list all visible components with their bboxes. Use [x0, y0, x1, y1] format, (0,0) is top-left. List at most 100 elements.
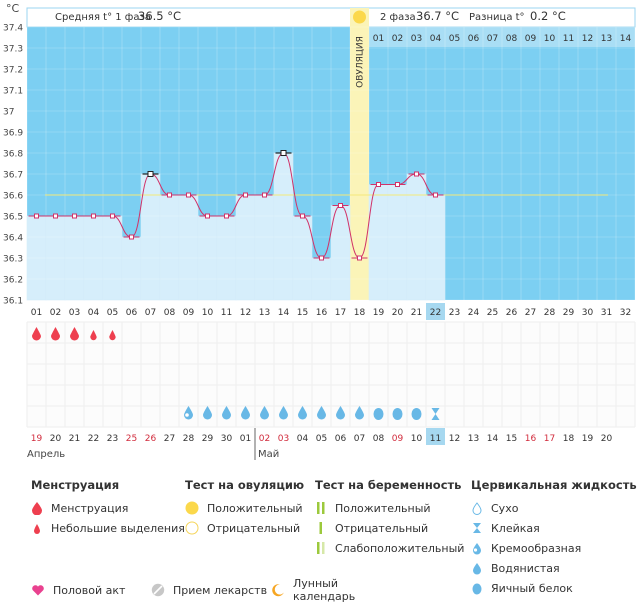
legend-item-intercourse: Половой акт — [31, 580, 151, 600]
temp-bar — [159, 194, 180, 301]
temp-point — [243, 192, 248, 198]
y-tick-label: 36.2 — [3, 276, 23, 286]
cycle-day-label: 27 — [525, 308, 536, 318]
circle-outline-icon — [185, 521, 199, 535]
month-label: Апрель — [27, 449, 65, 460]
cycle-day-label: 22 — [430, 308, 441, 318]
watery-drop — [260, 406, 269, 420]
ovulation-positive-icon — [353, 10, 366, 24]
legend-title-pregnancy-test: Тест на беременность — [315, 478, 462, 492]
eggwhite-drop — [373, 408, 384, 420]
calendar-date-label: 18 — [563, 434, 575, 444]
y-tick-label: 36.9 — [3, 129, 23, 139]
calendar-date-label: 02 — [259, 434, 270, 444]
ovulation-label: ОВУЛЯЦИЯ — [356, 36, 366, 88]
legend-item-ovulation-negative: Отрицательный — [185, 518, 304, 538]
weak-line-icon — [317, 542, 325, 554]
sticky-hourglass — [431, 408, 440, 420]
cycle-day-label: 03 — [69, 308, 80, 318]
calendar-date-label: 21 — [69, 434, 80, 444]
y-tick-label: 37.3 — [3, 45, 23, 55]
legend-label-watery: Водянистая — [491, 561, 560, 575]
legend-item-sticky: Клейкая — [471, 518, 637, 538]
calendar-date-label: 09 — [392, 434, 404, 444]
watery-drop — [222, 406, 231, 420]
temp-bar — [121, 236, 142, 301]
temp-point — [186, 192, 191, 198]
calendar-date-label: 06 — [335, 434, 347, 444]
cycle-day-label: 07 — [145, 308, 156, 318]
creamy-dot — [185, 413, 189, 417]
temp-point — [224, 213, 229, 219]
cycle-day-label: 12 — [240, 308, 251, 318]
y-tick-label: 37.2 — [3, 66, 23, 76]
calendar-date-label: 22 — [88, 434, 99, 444]
cycle-day-label: 28 — [544, 308, 556, 318]
drop-large-icon — [32, 502, 42, 515]
phase2-day-label: 02 — [392, 34, 403, 44]
cycle-day-label: 32 — [620, 308, 631, 318]
drop-outline-icon — [472, 502, 482, 515]
cycle-day-label: 23 — [449, 308, 460, 318]
calendar-date-label: 03 — [278, 434, 289, 444]
temp-point-marked — [280, 150, 287, 156]
diff-value: 0.2 °C — [530, 9, 566, 23]
temp-point — [319, 255, 324, 261]
cycle-day-label: 31 — [601, 308, 612, 318]
legend-pregnancy-test: Тест на беременность Положительный Отриц… — [315, 478, 464, 558]
phase2-day-label: 11 — [563, 34, 574, 44]
cycle-day-label: 11 — [221, 308, 232, 318]
temp-point — [129, 234, 134, 240]
temp-point — [167, 192, 172, 198]
ovulation-band — [350, 8, 369, 300]
watery-drop — [298, 406, 307, 420]
cycle-day-label: 08 — [164, 308, 176, 318]
cycle-day-label: 15 — [297, 308, 308, 318]
watery-drop — [241, 406, 250, 420]
temp-point — [262, 192, 267, 198]
calendar-date-label: 28 — [183, 434, 195, 444]
calendar-date-label: 26 — [145, 434, 157, 444]
heart-icon — [32, 585, 44, 596]
legend-item-medication: Прием лекарств — [151, 580, 271, 600]
calendar-date-label: 05 — [316, 434, 327, 444]
legend-item-lunar: Лунный календарь — [271, 577, 401, 603]
phase2-day-label: 10 — [544, 34, 556, 44]
legend-title-menstruation: Менструация — [31, 478, 120, 492]
phase2-day-row — [369, 27, 635, 47]
menstruation-drop — [51, 327, 60, 341]
water-drop-icon — [473, 563, 481, 575]
temp-point — [205, 213, 210, 219]
calendar-date-label: 07 — [354, 434, 365, 444]
calendar-date-label: 17 — [544, 434, 555, 444]
legend-item-menstruation: Менструация — [31, 498, 185, 518]
temp-point — [414, 171, 419, 177]
legend-label-menstruation: Менструация — [51, 501, 129, 515]
temp-bar — [178, 194, 199, 301]
phase1-value: 36.5 °C — [138, 9, 181, 23]
temp-point — [53, 213, 58, 219]
menstruation-drop — [32, 327, 41, 341]
calendar-date-label: 25 — [126, 434, 137, 444]
y-tick-label: 37.4 — [3, 24, 23, 34]
cycle-day-label: 26 — [506, 308, 518, 318]
y-tick-label: 36.8 — [3, 150, 23, 160]
phase2-day-label: 03 — [411, 34, 422, 44]
phase2-day-label: 06 — [468, 34, 480, 44]
temp-point — [376, 182, 381, 187]
calendar-date-label: 19 — [31, 434, 43, 444]
legend-label-spotting: Небольшие выделения — [51, 521, 185, 535]
calendar-date-label: 13 — [468, 434, 479, 444]
today-cycle-highlight — [426, 303, 445, 320]
phase2-day-label: 12 — [582, 34, 593, 44]
temp-point — [357, 255, 362, 261]
legend-item-creamy: Кремообразная — [471, 538, 637, 558]
cycle-day-label: 24 — [468, 308, 480, 318]
temp-bar — [254, 194, 275, 301]
temp-point — [110, 213, 115, 219]
circle-filled-icon — [185, 501, 199, 515]
phase2-day-label: 14 — [620, 34, 632, 44]
temp-point — [300, 213, 305, 219]
calendar-date-label: 20 — [50, 434, 62, 444]
egg-white-icon — [472, 583, 482, 595]
